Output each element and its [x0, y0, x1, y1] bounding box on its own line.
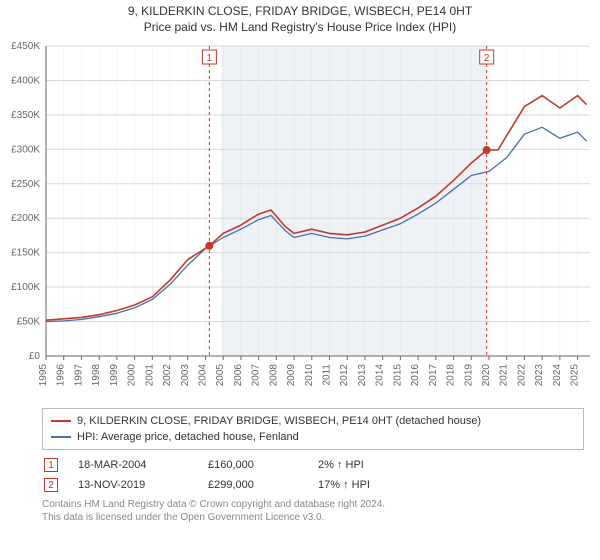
svg-text:2025: 2025 — [570, 364, 581, 387]
legend-item: HPI: Average price, detached house, Fenl… — [51, 429, 575, 445]
page-subtitle: Price paid vs. HM Land Registry's House … — [0, 20, 600, 34]
svg-text:£350K: £350K — [11, 110, 40, 121]
svg-text:2012: 2012 — [339, 364, 350, 387]
svg-text:2: 2 — [484, 53, 490, 64]
chart-svg: £0 £50K £100K £150K £200K £250K £300K £350K £400… — [0, 40, 600, 400]
event-delta: 17% ↑ HPI — [318, 479, 388, 491]
event-row: 1 18-MAR-2004 £160,000 2% ↑ HPI — [42, 458, 584, 472]
svg-text:£200K: £200K — [11, 213, 40, 224]
svg-text:2000: 2000 — [127, 364, 138, 387]
svg-text:2021: 2021 — [499, 364, 510, 387]
event-price: £299,000 — [208, 479, 298, 491]
event-date: 13-NOV-2019 — [78, 479, 188, 491]
svg-text:1998: 1998 — [91, 364, 102, 387]
svg-text:1: 1 — [207, 53, 213, 64]
svg-text:£450K: £450K — [11, 41, 40, 52]
event-date: 18-MAR-2004 — [78, 459, 188, 471]
footer-line-2: This data is licensed under the Open Gov… — [42, 511, 584, 524]
legend-swatch — [51, 436, 71, 438]
svg-text:2022: 2022 — [516, 364, 527, 387]
svg-text:2005: 2005 — [215, 364, 226, 387]
svg-text:2011: 2011 — [322, 364, 333, 386]
svg-text:£50K: £50K — [17, 317, 41, 328]
footer-line-1: Contains HM Land Registry data © Crown c… — [42, 498, 584, 511]
svg-text:2018: 2018 — [446, 364, 457, 387]
svg-text:2019: 2019 — [463, 364, 474, 387]
legend: 9, KILDERKIN CLOSE, FRIDAY BRIDGE, WISBE… — [42, 408, 584, 450]
svg-text:2002: 2002 — [162, 364, 173, 387]
svg-text:£250K: £250K — [11, 179, 40, 190]
svg-text:2007: 2007 — [251, 364, 262, 387]
svg-text:2023: 2023 — [534, 364, 545, 387]
page-title: 9, KILDERKIN CLOSE, FRIDAY BRIDGE, WISBE… — [0, 4, 600, 18]
svg-text:2010: 2010 — [304, 364, 315, 387]
legend-label: HPI: Average price, detached house, Fenl… — [77, 429, 299, 445]
svg-text:£0: £0 — [29, 351, 41, 362]
svg-text:£400K: £400K — [11, 75, 40, 86]
event-badge: 1 — [44, 458, 58, 472]
svg-text:£150K: £150K — [11, 248, 40, 259]
svg-text:2001: 2001 — [144, 364, 155, 387]
legend-label: 9, KILDERKIN CLOSE, FRIDAY BRIDGE, WISBE… — [77, 413, 481, 429]
event-badge: 2 — [44, 478, 58, 492]
svg-text:2004: 2004 — [197, 364, 208, 387]
svg-text:£300K: £300K — [11, 144, 40, 155]
price-chart: £0 £50K £100K £150K £200K £250K £300K £350K £400… — [0, 40, 600, 400]
svg-text:2014: 2014 — [375, 364, 386, 387]
svg-text:2009: 2009 — [286, 364, 297, 387]
svg-text:1995: 1995 — [38, 364, 49, 387]
svg-text:2017: 2017 — [428, 364, 439, 387]
svg-text:1999: 1999 — [109, 364, 120, 387]
svg-text:2015: 2015 — [392, 364, 403, 387]
svg-text:2024: 2024 — [552, 364, 563, 387]
svg-text:2003: 2003 — [180, 364, 191, 387]
svg-text:1997: 1997 — [73, 364, 84, 387]
event-list: 1 18-MAR-2004 £160,000 2% ↑ HPI 2 13-NOV-2019… — [42, 458, 584, 492]
event-row: 2 13-NOV-2019 £299,000 17% ↑ HPI — [42, 478, 584, 492]
svg-text:2016: 2016 — [410, 364, 421, 387]
legend-swatch — [51, 420, 71, 422]
svg-text:2006: 2006 — [233, 364, 244, 387]
svg-text:£100K: £100K — [11, 282, 40, 293]
svg-text:1996: 1996 — [56, 364, 67, 387]
svg-text:2020: 2020 — [481, 364, 492, 387]
legend-item: 9, KILDERKIN CLOSE, FRIDAY BRIDGE, WISBE… — [51, 413, 575, 429]
svg-text:2013: 2013 — [357, 364, 368, 387]
event-price: £160,000 — [208, 459, 298, 471]
svg-text:2008: 2008 — [268, 364, 279, 387]
event-delta: 2% ↑ HPI — [318, 459, 388, 471]
